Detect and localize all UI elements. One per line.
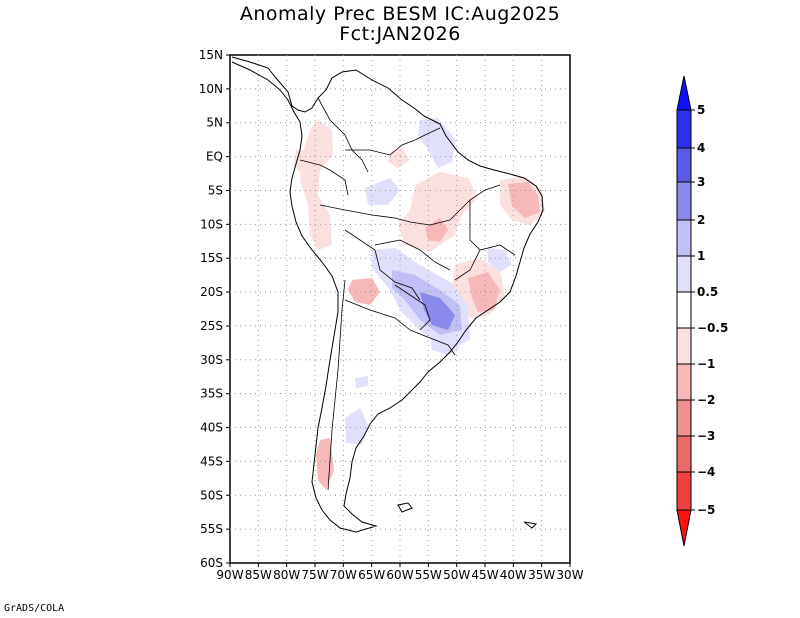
colorbar-label: −3: [697, 429, 715, 443]
anomaly-area-andes-north: [300, 120, 333, 250]
south-georgia: [523, 521, 538, 529]
lat-label: 15N: [199, 48, 223, 62]
border-brazil-north: [345, 127, 441, 156]
lon-label: 70W: [330, 568, 357, 582]
anomaly-area-west-amazon: [365, 178, 400, 205]
anomaly-area-central-argentina: [355, 376, 368, 388]
anomaly-area-venezuela: [388, 148, 410, 168]
colorbar-label: 2: [697, 213, 705, 227]
falkland-islands: [397, 502, 413, 513]
border-peru-brazil: [319, 204, 451, 226]
colorbar-segment: [676, 219, 692, 257]
lon-label: 65W: [358, 568, 385, 582]
colorbar-label: −0.5: [697, 321, 728, 335]
lat-label: 5S: [208, 183, 223, 197]
border-colombia-peru: [299, 159, 349, 196]
colorbar-segment: [676, 255, 692, 293]
lon-label: 75W: [301, 568, 328, 582]
lat-label: 15S: [200, 251, 223, 265]
colorbar-segment: [676, 471, 692, 511]
border-argentina-uruguay: [409, 329, 456, 356]
border-brazil-bolivia: [374, 239, 451, 271]
coastlines: [231, 56, 544, 533]
lat-label: 40S: [200, 421, 223, 435]
credit-label: GrADS/COLA: [4, 603, 65, 614]
brazil-state-lines: [449, 184, 516, 281]
colorbar-segment: [676, 181, 692, 221]
lon-label: 85W: [245, 568, 272, 582]
colorbar-segment: [676, 435, 692, 473]
lon-label: 50W: [443, 568, 470, 582]
colorbar-segment: [676, 75, 692, 111]
lon-label: 30W: [556, 568, 583, 582]
lon-label: 35W: [528, 568, 555, 582]
colorbar-label: −2: [697, 393, 715, 407]
lon-label: 80W: [273, 568, 300, 582]
lat-label: 10S: [200, 217, 223, 231]
lat-label: 55S: [200, 522, 223, 536]
lon-label: 45W: [471, 568, 498, 582]
lon-label: 55W: [415, 568, 442, 582]
lon-label: 40W: [500, 568, 527, 582]
lat-label: 50S: [200, 488, 223, 502]
anomaly-area-north-patagonia: [345, 408, 368, 445]
anomaly-area-patagonia: [316, 438, 334, 490]
border-bolivia: [344, 229, 421, 301]
border-paraguay: [394, 284, 431, 331]
anomaly-area-northeast-strong: [508, 182, 540, 218]
colorbar-label: 5: [697, 103, 705, 117]
border-chile-argentina: [327, 279, 346, 491]
colorbar-label: 3: [697, 175, 705, 189]
south-america-coastline: [231, 56, 544, 533]
anomaly-area-southeast-strong: [468, 272, 500, 312]
lon-label: 90W: [216, 568, 243, 582]
colorbar-label: 0.5: [697, 285, 718, 299]
colorbar-segment: [676, 509, 692, 547]
anomaly-area-northwest-argentina: [348, 278, 380, 305]
chart-subtitle: Fct:JAN2026: [339, 23, 461, 45]
colorbar-label: −1: [697, 357, 715, 371]
lat-label: 20S: [200, 285, 223, 299]
colorbar-label: 4: [697, 141, 705, 155]
border-argentina-north: [344, 299, 411, 331]
anomaly-area-amazon-central: [398, 172, 478, 252]
anomaly-area-amazon-core: [425, 218, 448, 242]
colorbar-segment: [676, 399, 692, 437]
colorbar-label: −5: [697, 503, 715, 517]
colorbar: 5 4 3 2 1 0.5 −0.5 −1 −2 −3 −4 −5: [676, 75, 728, 547]
lat-label: 60S: [200, 556, 223, 570]
lat-label: 25S: [200, 319, 223, 333]
anomaly-area-guianas: [418, 118, 456, 168]
anomaly-area-minas: [488, 248, 512, 272]
colorbar-segment: [676, 109, 692, 149]
country-borders: [299, 97, 516, 491]
graticule: [230, 55, 570, 563]
lat-label: 35S: [200, 387, 223, 401]
colorbar-label: −4: [697, 465, 715, 479]
lat-label: 5N: [206, 116, 223, 130]
colorbar-segment: [676, 291, 692, 329]
lat-label: EQ: [206, 150, 223, 164]
lat-label: 10N: [199, 82, 223, 96]
anomaly-area-parana: [420, 292, 455, 330]
lat-label: 45S: [200, 454, 223, 468]
border-colombia-venezuela: [317, 97, 369, 173]
longitude-axis: 90W 85W 80W 75W 70W 65W 60W 55W 50W 45W 40W 35W 30W: [216, 563, 584, 582]
colorbar-segment: [676, 363, 692, 401]
latitude-axis: 15N 10N 5N EQ 5S 10S 15S 20S 25S 30S 35S 40S 45S 50S 5…: [199, 48, 230, 570]
lat-label: 30S: [200, 353, 223, 367]
lon-label: 60W: [386, 568, 413, 582]
colorbar-segment: [676, 327, 692, 365]
colorbar-segment: [676, 147, 692, 183]
colorbar-label: 1: [697, 249, 705, 263]
chart-title: Anomaly Prec BESM IC:Aug2025: [239, 3, 561, 25]
